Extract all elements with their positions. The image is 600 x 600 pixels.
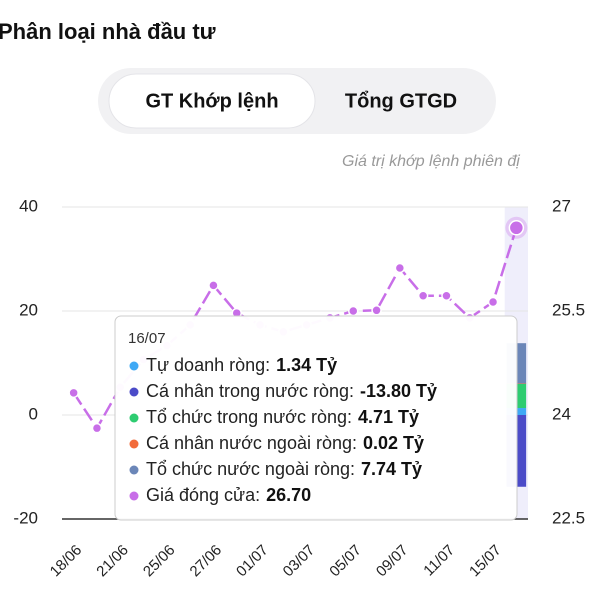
tooltip-label: Cá nhân nước ngoài ròng: [146, 433, 357, 453]
x-tick-label: 01/07 [233, 542, 272, 581]
tooltip-label: Cá nhân trong nước ròng: [146, 381, 354, 401]
tooltip-value: 7.74 Tỷ [361, 459, 422, 479]
x-tick-label: 18/06 [47, 542, 86, 581]
y2-tick-label: 22.5 [552, 508, 585, 527]
y2-tick-label: 27 [552, 196, 571, 215]
tooltip-label: Giá đóng cửa: [146, 485, 260, 505]
tooltip-dot [129, 361, 139, 371]
x-tick-label: 09/07 [373, 542, 412, 581]
tooltip: 16/07 Tự doanh ròng: 1.34 Tỷ Cá nhân trong … [114, 315, 518, 521]
tooltip-value: 1.34 Tỷ [276, 355, 337, 375]
chart-title: Phân loại nhà đầu tư [0, 19, 216, 44]
point [91, 422, 103, 434]
tooltip-dot [129, 439, 139, 449]
point [394, 262, 406, 274]
point [441, 290, 452, 301]
y-tick-label: -20 [13, 508, 38, 527]
tooltip-value: 0.02 Tỷ [363, 433, 424, 453]
x-tick-label: 11/07 [420, 542, 458, 580]
y-tick-label: 40 [19, 196, 38, 215]
tooltip-value: -13.80 Tỷ [360, 381, 437, 401]
point [68, 387, 79, 399]
y2-tick-label: 24 [552, 404, 571, 423]
x-tick-label: 05/07 [326, 542, 365, 581]
subtitle: Giá trị khớp lệnh phiên đị [342, 153, 520, 170]
tooltip-value: 4.71 Tỷ [358, 407, 419, 427]
tooltip-box [114, 315, 518, 521]
y-tick-label: 20 [19, 300, 38, 319]
tooltip-dot [129, 465, 139, 475]
point [348, 305, 359, 317]
point [487, 296, 499, 308]
point [417, 290, 429, 301]
tooltip-value: 26.70 [266, 485, 311, 505]
y2-tick-label: 25.5 [552, 300, 585, 319]
tooltip-title: 16/07 [128, 330, 166, 347]
y-tick-label: 0 [29, 404, 38, 423]
tab[interactable]: Tổng GTGD [345, 90, 457, 112]
tooltip-label: Tổ chức nước ngoài ròng: [146, 459, 355, 479]
x-tick-label: 27/06 [187, 542, 226, 581]
tooltip-dot [129, 387, 139, 397]
point [208, 280, 219, 291]
tab-active-bg [108, 73, 316, 129]
x-tick-label: 03/07 [280, 542, 319, 581]
tooltip-label: Tổ chức trong nước ròng: [146, 407, 352, 427]
x-tick-label: 25/06 [140, 542, 179, 581]
tooltip-dot [129, 491, 139, 501]
tab[interactable]: GT Khớp lệnh [145, 90, 278, 112]
tooltip-label: Tự doanh ròng: [146, 355, 270, 375]
point [508, 220, 525, 236]
x-tick-label: 21/06 [93, 542, 132, 581]
tooltip-dot [129, 413, 139, 423]
x-tick-label: 15/07 [466, 542, 505, 581]
point [371, 305, 382, 316]
